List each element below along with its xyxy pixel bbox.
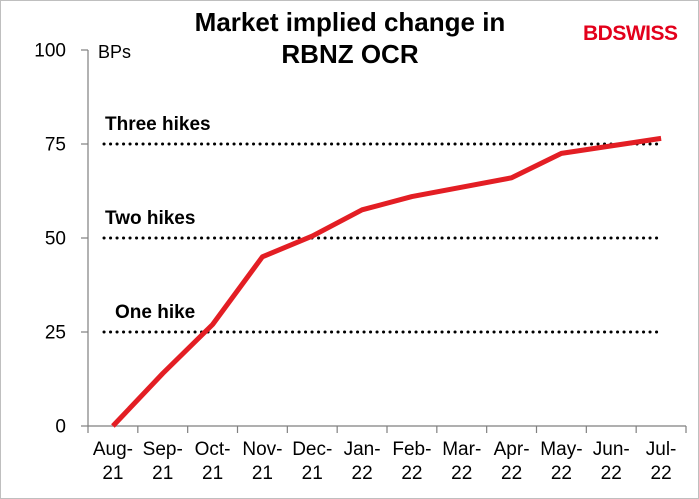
reference-line-label: One hike [115, 302, 195, 323]
reference-line-label: Three hikes [105, 114, 211, 135]
x-tick-label-line: Nov- [242, 439, 282, 460]
series-layer [111, 135, 662, 428]
reference-line-label: Two hikes [105, 208, 195, 229]
chart-title-line-1: Market implied change in [194, 7, 506, 37]
x-tick-label-line: Mar- [442, 439, 481, 460]
x-tick-label-line: Feb- [392, 439, 431, 460]
x-tick-label: Oct- 21 [195, 439, 231, 484]
x-tick-label-line: Jan- [344, 439, 381, 460]
x-tick-label: Jul- 22 [646, 439, 677, 484]
x-tick-label-line: 21 [202, 463, 223, 484]
x-tick-label-line: May- [540, 439, 582, 460]
y-tick-label: 100 [34, 41, 66, 62]
x-tick-label: Jan- 22 [344, 439, 381, 484]
y-tick-label: 25 [45, 323, 66, 344]
x-tick-label-line: 21 [152, 463, 173, 484]
chart-title: Market implied change in RBNZ OCR [150, 6, 550, 70]
y-tick-label: 75 [45, 135, 66, 156]
x-tick-label: May- 22 [540, 439, 582, 484]
x-tick-label-line: 22 [551, 463, 572, 484]
x-tick-label-line: Oct- [195, 439, 231, 460]
x-tick-label: Apr- 22 [494, 439, 530, 484]
x-tick-label-line: 21 [102, 463, 123, 484]
x-tick-label: Feb- 22 [392, 439, 431, 484]
x-tick-label-line: Jul- [646, 439, 677, 460]
x-tick-label: Dec- 21 [292, 439, 332, 484]
x-tick-label: Mar- 22 [442, 439, 481, 484]
reference-lines: Three hikes Two hikes One hike [102, 114, 662, 334]
x-tick-label-line: 22 [601, 463, 622, 484]
x-tick-label-line: Apr- [494, 439, 530, 460]
x-tick-label: Aug- 21 [93, 439, 133, 484]
y-tick-label: 50 [45, 229, 66, 250]
x-tick-label-line: Sep- [143, 439, 183, 460]
x-tick-label-line: 22 [501, 463, 522, 484]
x-tick-label-line: Jun- [593, 439, 630, 460]
x-tick-label-line: 21 [302, 463, 323, 484]
y-unit-label: BPs [98, 42, 131, 62]
x-tick-label-line: 21 [252, 463, 273, 484]
bdswiss-logo: BDSWISS [583, 22, 678, 46]
x-tick-label-line: Aug- [93, 439, 133, 460]
chart-title-line-2: RBNZ OCR [281, 39, 419, 69]
x-tick-label-line: 22 [651, 463, 672, 484]
x-tick-label-line: 22 [401, 463, 422, 484]
x-axis: Aug-21Sep-21Oct-21Nov-21Dec-21Jan-22Feb-… [87, 425, 687, 484]
x-tick-label-line: 22 [352, 463, 373, 484]
x-tick-label: Sep- 21 [143, 439, 183, 484]
series-line [111, 135, 662, 428]
x-tick-label-line: 22 [451, 463, 472, 484]
y-axis: 0 25 50 75 100 [34, 41, 89, 438]
x-tick-label-line: Dec- [292, 439, 332, 460]
x-tick-label: Jun- 22 [593, 439, 630, 484]
y-tick-label: 0 [55, 417, 66, 438]
logo-part-1: BD [583, 22, 613, 45]
x-tick-label: Nov- 21 [242, 439, 282, 484]
logo-part-2: SWISS [612, 22, 678, 45]
